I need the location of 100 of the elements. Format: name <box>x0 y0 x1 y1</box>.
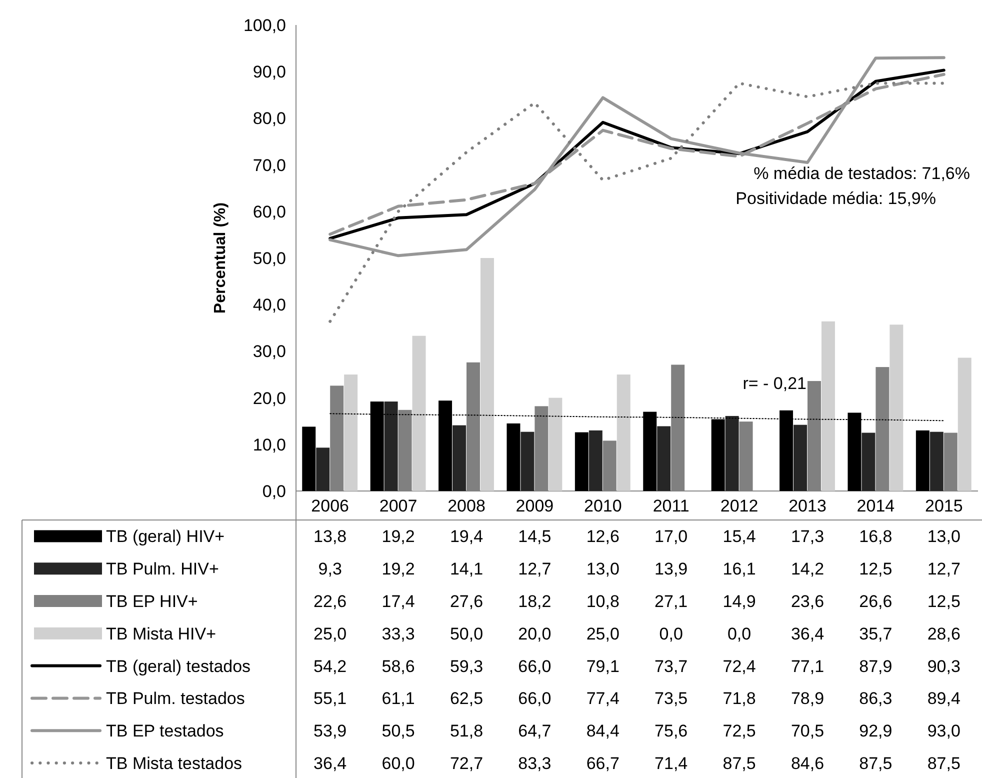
data-label: 16,8 <box>859 527 892 546</box>
data-label: 14,2 <box>790 560 824 579</box>
bar <box>316 448 330 491</box>
data-label: 83,3 <box>518 754 552 773</box>
data-label: 9,3 <box>318 560 342 579</box>
data-label: 77,4 <box>586 689 620 708</box>
data-label: 27,6 <box>450 592 484 611</box>
data-label: 12,7 <box>927 560 960 579</box>
bar <box>302 426 316 491</box>
bar <box>616 374 630 491</box>
x-tick-label: 2010 <box>584 496 622 516</box>
y-axis-title: Percentual (%) <box>212 202 229 314</box>
y-tick-label: 40,0 <box>252 296 286 315</box>
data-label: 17,3 <box>790 527 824 546</box>
data-label: 79,1 <box>586 656 620 676</box>
bar <box>916 430 930 491</box>
data-label: 23,6 <box>790 592 824 611</box>
bar <box>384 402 398 491</box>
bar <box>821 321 835 491</box>
bar <box>930 432 944 491</box>
y-tick-label: 20,0 <box>252 388 286 408</box>
data-label: 78,9 <box>790 689 824 708</box>
data-label: 72,7 <box>450 754 484 773</box>
data-label: 53,9 <box>314 722 347 741</box>
data-label: 70,5 <box>790 722 824 741</box>
y-tick-label: 90,0 <box>252 62 286 82</box>
x-tick-label: 2009 <box>516 496 554 516</box>
legend-label: TB Pulm. testados <box>106 689 245 708</box>
bar <box>344 374 358 491</box>
data-label: 73,7 <box>654 656 688 676</box>
data-label: 12,5 <box>927 592 960 611</box>
data-label: 64,7 <box>518 722 552 741</box>
bar <box>548 398 562 491</box>
data-label: 50,5 <box>382 722 415 741</box>
x-tick-label: 2014 <box>856 496 895 516</box>
data-label: 36,4 <box>314 754 347 773</box>
bar <box>862 432 876 491</box>
data-label: 25,0 <box>314 624 347 644</box>
data-label: 13,0 <box>927 527 960 546</box>
data-label: 35,7 <box>859 624 892 644</box>
bar <box>506 423 520 491</box>
legend-label: TB EP HIV+ <box>106 592 198 611</box>
data-label: 66,7 <box>586 754 620 773</box>
data-label: 13,9 <box>654 560 688 579</box>
legend-label: TB EP testados <box>106 722 224 741</box>
x-tick-label: 2006 <box>311 496 350 516</box>
data-label: 36,4 <box>790 624 824 644</box>
data-label: 18,2 <box>518 592 552 611</box>
data-label: 12,7 <box>518 560 552 579</box>
data-label: 55,1 <box>314 689 347 708</box>
y-tick-label: 50,0 <box>252 248 286 268</box>
data-label: 75,6 <box>654 722 688 741</box>
data-label: 84,4 <box>586 722 620 741</box>
data-label: 20,0 <box>518 624 552 644</box>
y-tick-label: 60,0 <box>252 202 286 222</box>
data-label: 17,4 <box>382 592 415 611</box>
data-label: 0,0 <box>727 624 752 644</box>
bar <box>657 426 671 491</box>
data-label: 12,5 <box>859 560 892 579</box>
y-tick-label: 30,0 <box>252 342 286 362</box>
data-label: 54,2 <box>314 656 347 676</box>
data-label: 77,1 <box>790 656 824 676</box>
y-tick-label: 80,0 <box>252 109 286 128</box>
data-label: 15,4 <box>722 527 756 546</box>
y-tick-label: 70,0 <box>252 156 286 175</box>
data-label: 13,0 <box>586 560 620 579</box>
data-label: 87,5 <box>927 754 960 773</box>
data-label: 87,9 <box>859 656 892 676</box>
data-label: 33,3 <box>382 624 415 644</box>
data-label: 14,1 <box>450 560 484 579</box>
data-label: 58,6 <box>382 656 415 676</box>
legend-label: TB Mista testados <box>106 754 242 773</box>
data-label: 19,4 <box>450 527 484 546</box>
data-label: 92,9 <box>859 722 892 741</box>
bar <box>794 424 807 491</box>
data-label: 25,0 <box>586 624 620 644</box>
data-label: 87,5 <box>859 754 892 773</box>
data-label: 19,2 <box>382 560 415 579</box>
data-label: 51,8 <box>450 722 484 741</box>
data-label: 73,5 <box>654 689 688 708</box>
x-tick-label: 2007 <box>379 496 418 516</box>
x-tick-label: 2011 <box>652 496 690 516</box>
data-label: 61,1 <box>382 689 415 708</box>
data-label: 93,0 <box>927 722 960 741</box>
legend-label: TB (geral) HIV+ <box>106 527 225 546</box>
data-label: 66,0 <box>518 689 552 708</box>
data-label: 89,4 <box>927 689 960 708</box>
bar <box>890 324 904 491</box>
y-tick-label: 0,0 <box>262 482 286 501</box>
bar <box>412 336 426 491</box>
bar <box>520 432 534 491</box>
legend-label: TB (geral) testados <box>106 656 251 676</box>
data-label: 26,6 <box>859 592 892 611</box>
data-label: 16,1 <box>722 560 756 579</box>
data-label: 28,6 <box>927 624 960 644</box>
annotation: r= - 0,21 <box>742 374 807 393</box>
bar <box>958 358 972 491</box>
data-label: 17,0 <box>654 527 688 546</box>
data-label: 72,5 <box>722 722 756 741</box>
data-label: 59,3 <box>450 656 484 676</box>
